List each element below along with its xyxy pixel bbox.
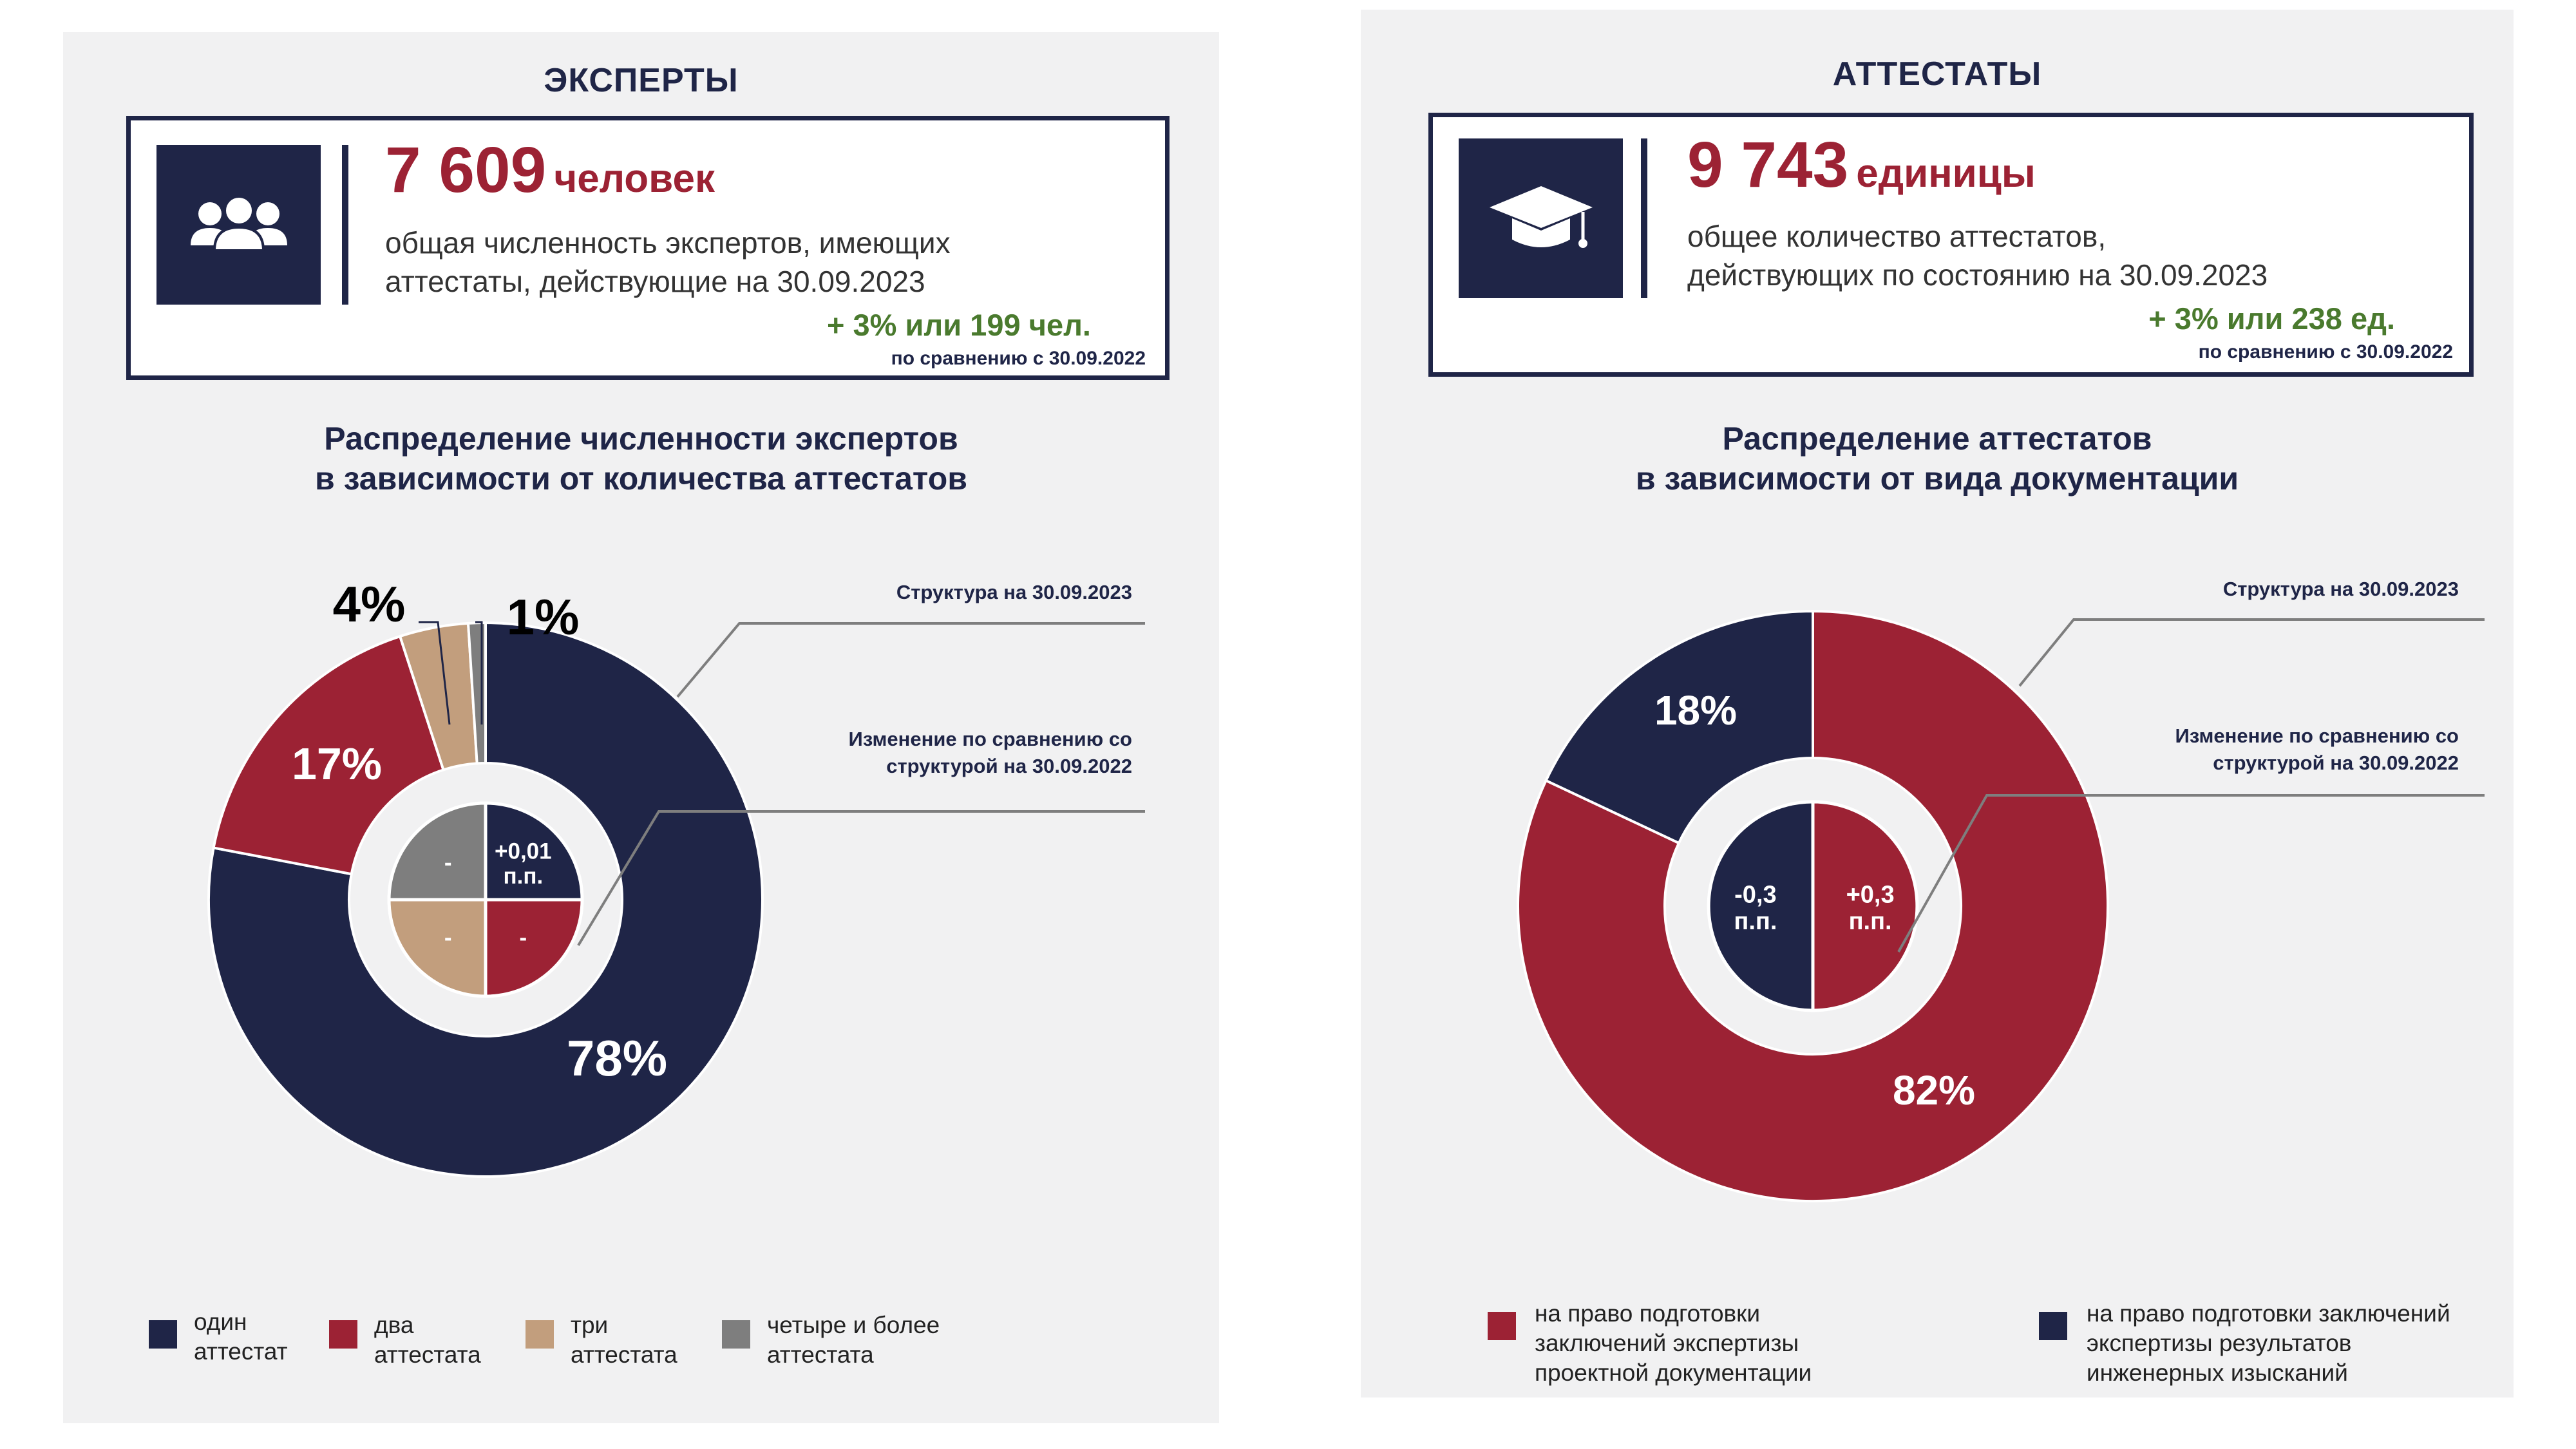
change-label: -0,3 п.п. <box>1734 881 1777 935</box>
change-callout-label: структурой на 30.09.2022 <box>2213 752 2459 774</box>
legend-line: заключений экспертизы <box>1535 1330 1799 1356</box>
panel-heading: ЭКСПЕРТЫ <box>544 62 739 99</box>
certificates-total-number: 9 743 <box>1687 129 1849 201</box>
divider <box>1641 138 1647 298</box>
experts-total-unit: человек <box>554 156 715 201</box>
change-label: - <box>520 925 527 951</box>
donut-slice-1 <box>207 621 764 1178</box>
experts-legend: один аттестат два аттестата три аттестат… <box>63 1307 1219 1385</box>
legend-swatch <box>329 1320 357 1349</box>
panel-heading: АТТЕСТАТЫ <box>1832 55 2042 93</box>
change-label: - <box>444 925 452 951</box>
change-label: - <box>444 850 452 875</box>
legend-line: два <box>374 1312 414 1338</box>
legend-line: четыре и более <box>767 1312 940 1338</box>
legend-line: аттестат <box>194 1338 288 1365</box>
change-quadrant-4 <box>387 801 488 902</box>
legend-line: на право подготовки заключений <box>2087 1300 2450 1327</box>
legend-item-label: два аттестата <box>374 1311 481 1370</box>
change-callout-label: Изменение по сравнению со <box>2175 724 2459 747</box>
legend-line: проектной документации <box>1535 1359 1812 1386</box>
legend-swatch <box>1488 1312 1516 1340</box>
structure-callout-line <box>2018 618 2485 687</box>
title-line: Распределение численности экспертов <box>324 421 958 457</box>
title-line: в зависимости от количества аттестатов <box>314 460 967 497</box>
change-callout-label: Изменение по сравнению со <box>849 728 1132 750</box>
legend-line: аттестата <box>571 1341 677 1368</box>
slice-percent-label: 78% <box>567 1030 667 1086</box>
experts-stat-box: 7 609 человек общая численность экспертов… <box>126 116 1170 380</box>
title-line: Распределение аттестатов <box>1722 421 2152 457</box>
title-line: в зависимости от вида документации <box>1635 460 2239 497</box>
certificates-compare-note: по сравнению с 30.09.2022 <box>2198 341 2453 363</box>
structure-callout-line <box>676 622 1145 698</box>
change-quadrant-3 <box>387 898 488 998</box>
desc-line: аттестаты, действующие на 30.09.2023 <box>385 265 925 298</box>
divider <box>342 145 348 305</box>
experts-description: общая численность экспертов, имеющих атт… <box>385 223 1126 301</box>
certificates-chart-title: Распределение аттестатов в зависимости о… <box>1361 419 2514 498</box>
experts-donut-chart: +0,01 п.п. - - - 78% 17% 4% 1% Структура на 30.… <box>207 576 1145 1178</box>
certificates-stat-box: 9 743 единицы общее количество аттестатов… <box>1428 113 2474 377</box>
experts-panel: ЭКСПЕРТЫ 7 609 человек общая численность … <box>63 32 1219 1423</box>
certificates-panel: АТТЕСТАТЫ 9 743 единицы общее количество … <box>1361 10 2514 1397</box>
experts-change: + 3% или 199 чел. <box>826 308 1091 342</box>
legend-line: аттестата <box>374 1341 481 1368</box>
legend-item-label: четыре и более аттестата <box>767 1311 940 1370</box>
certificates-total-unit: единицы <box>1856 151 2036 196</box>
slice-percent-label: 82% <box>1893 1067 1975 1113</box>
legend-swatch <box>722 1320 750 1349</box>
slice-percent-label: 1% <box>507 589 580 645</box>
legend-line: аттестата <box>767 1341 874 1368</box>
change-callout-line <box>577 810 1145 947</box>
change-callout-label: структурой на 30.09.2022 <box>886 755 1132 777</box>
donut-slice-2 <box>1544 609 1814 845</box>
experts-compare-note: по сравнению с 30.09.2022 <box>891 348 1146 369</box>
certificates-legend: на право подготовки заключений экспертиз… <box>1361 1298 2514 1394</box>
donut-slice-1 <box>1517 609 2109 1202</box>
legend-line: экспертизы результатов <box>2087 1330 2352 1356</box>
certificates-total: 9 743 единицы <box>1687 128 2036 202</box>
legend-swatch <box>2039 1312 2067 1340</box>
change-label: +0,3 п.п. <box>1846 881 1895 935</box>
change-label: +0,01 п.п. <box>495 838 552 889</box>
legend-swatch <box>526 1320 554 1349</box>
legend-item-label: на право подготовки заключений экспертиз… <box>2087 1299 2450 1388</box>
change-quadrant-1 <box>484 801 584 902</box>
legend-line: один <box>194 1309 247 1335</box>
slice-percent-label: 18% <box>1654 687 1737 734</box>
leader-line <box>475 621 483 724</box>
legend-item-label: три аттестата <box>571 1311 677 1370</box>
people-group-icon <box>156 145 321 305</box>
legend-swatch <box>149 1320 177 1349</box>
experts-total: 7 609 человек <box>385 133 715 207</box>
change-quadrant-1 <box>1811 800 1919 1012</box>
slice-percent-label: 17% <box>292 739 382 789</box>
certificates-description: общее количество аттестатов, действующих… <box>1687 217 2428 294</box>
slice-percent-label: 4% <box>333 576 406 632</box>
experts-chart-title: Распределение численности экспертов в за… <box>63 419 1219 498</box>
desc-line: общее количество аттестатов, <box>1687 220 2107 253</box>
certificates-donut-chart: +0,3 п.п. -0,3 п.п. 82% 18% Структура на 30.… <box>1517 578 2485 1202</box>
change-quadrant-2 <box>484 898 584 998</box>
desc-line: действующих по состоянию на 30.09.2023 <box>1687 258 2268 292</box>
change-quadrant-2 <box>1707 800 1815 1012</box>
donut-slice-2 <box>212 634 446 876</box>
desc-line: общая численность экспертов, имеющих <box>385 226 951 260</box>
leader-line <box>419 621 451 725</box>
legend-line: три <box>571 1312 609 1338</box>
structure-callout-label: Структура на 30.09.2023 <box>2223 578 2459 600</box>
legend-line: инженерных изысканий <box>2087 1359 2348 1386</box>
change-callout-line <box>1897 794 2485 952</box>
legend-item-label: на право подготовки заключений экспертиз… <box>1535 1299 1812 1388</box>
certificates-change: + 3% или 238 ед. <box>2148 301 2395 336</box>
graduation-cap-icon <box>1459 138 1623 298</box>
legend-item-label: один аттестат <box>194 1307 288 1367</box>
legend-line: на право подготовки <box>1535 1300 1761 1327</box>
experts-total-number: 7 609 <box>385 134 547 206</box>
structure-callout-label: Структура на 30.09.2023 <box>896 581 1132 603</box>
